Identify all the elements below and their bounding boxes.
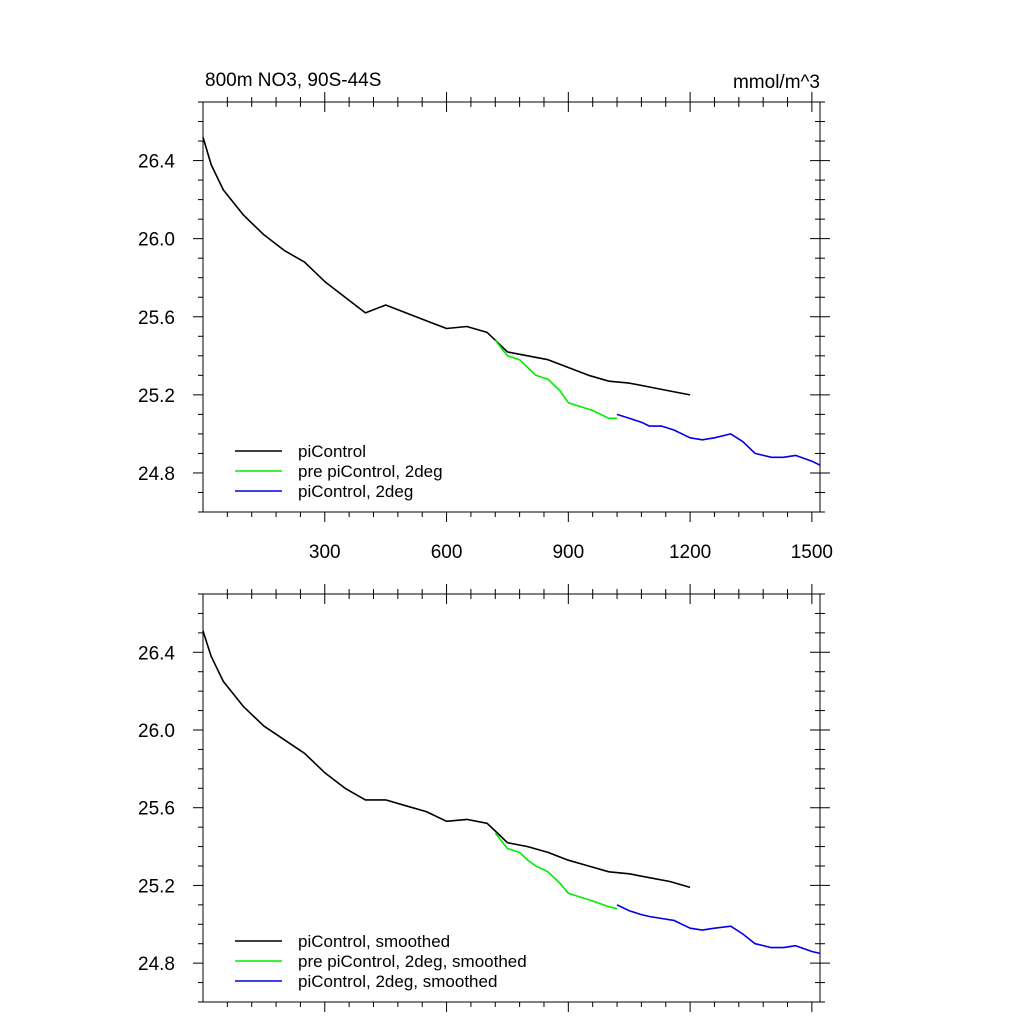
chart-title: 800m NO3, 90S-44S [205,70,381,91]
x-tick-label: 300 [309,542,341,563]
legend-label: piControl [298,442,366,461]
series-line-pre-picontrol-2deg [494,339,617,420]
y-tick-label: 26.4 [138,643,175,664]
legend-label: piControl, 2deg, smoothed [298,972,497,991]
axis-ticks [193,584,830,1012]
series-line-picontrol-smoothed [202,630,691,889]
y-tick-labels: 24.8 25.2 25.6 26.0 26.4 [138,643,175,975]
series-line-pre-picontrol-2deg-smoothed [494,832,618,910]
top-panel: 800m NO3, 90S-44S mmol/m^3 24.8 25.2 25.… [138,70,833,563]
series-line-picontrol-2deg-smoothed [616,904,821,955]
x-tick-label: 900 [552,542,584,563]
bottom-panel: 24.8 25.2 25.6 26.0 26.4 piControl, smoo… [138,584,830,1012]
series-lines [202,630,821,955]
legend-label: piControl, 2deg [298,482,413,501]
y-tick-label: 26.4 [138,152,175,173]
legend-label: pre piControl, 2deg, smoothed [298,952,527,971]
x-tick-label: 600 [431,542,463,563]
y-tick-label: 24.8 [138,954,175,975]
axis-ticks [193,92,830,522]
units-label: mmol/m^3 [733,72,820,93]
x-tick-labels: 300 600 900 1200 1500 [309,542,833,563]
y-tick-label: 25.6 [138,308,175,329]
y-tick-label: 24.8 [138,464,175,485]
plot-frame [202,593,821,1003]
legend: piControl pre piControl, 2deg piControl,… [235,442,443,501]
y-tick-labels: 24.8 25.2 25.6 26.0 26.4 [138,152,175,485]
x-tick-label: 1200 [669,542,711,563]
x-tick-label: 1500 [791,542,833,563]
legend-label: piControl, smoothed [298,932,450,951]
plot-frame [202,101,821,513]
y-tick-label: 25.6 [138,799,175,820]
y-tick-label: 26.0 [138,721,175,742]
legend-label: pre piControl, 2deg [298,462,443,481]
series-lines [202,136,821,466]
y-tick-label: 25.2 [138,386,175,407]
y-tick-label: 25.2 [138,876,175,897]
legend: piControl, smoothed pre piControl, 2deg,… [235,932,527,991]
series-line-picontrol-2deg [616,413,821,466]
y-tick-label: 26.0 [138,230,175,251]
series-line-picontrol [202,136,691,396]
